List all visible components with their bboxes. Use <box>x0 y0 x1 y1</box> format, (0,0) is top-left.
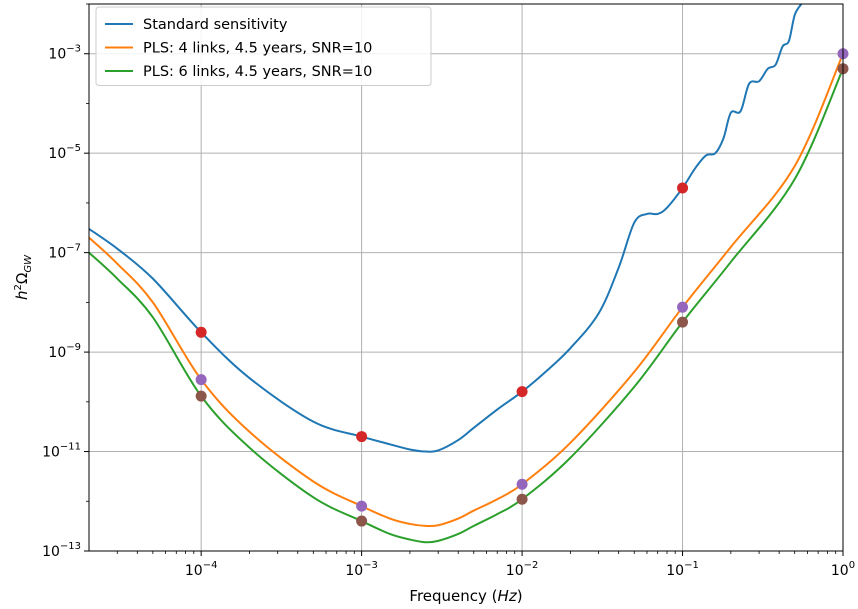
series-line-2 <box>89 68 843 544</box>
standard-sensitivity-points-point <box>516 386 528 398</box>
y-tick-label: 10−5 <box>48 143 81 162</box>
x-axis-label: Frequency (Hz) <box>409 587 522 605</box>
legend-label: Standard sensitivity <box>143 17 288 33</box>
y-tick-label: 10−7 <box>48 243 81 262</box>
legend: Standard sensitivity PLS: 4 links, 4.5 ye… <box>95 6 432 86</box>
y-tick-label: 10−11 <box>42 442 81 461</box>
plot-frame <box>88 3 844 552</box>
marker-layer <box>195 48 849 527</box>
pls-6-links-points-point <box>677 316 689 328</box>
standard-sensitivity-points-point <box>677 182 689 194</box>
pls-4-links-points-point <box>356 500 368 512</box>
y-tick-label: 10−13 <box>42 541 81 560</box>
y-tick-label: 10−9 <box>48 342 81 361</box>
axis-ticks: 10−4 10−3 10−2 10−1 100 10−13 10−11 10−9 10−7 10−… <box>42 3 855 579</box>
standard-sensitivity-points-point <box>195 326 207 338</box>
y-axis-label: h2ΩGW <box>13 254 34 300</box>
x-tick-label: 10−1 <box>666 560 699 579</box>
pls-4-links-points-point <box>195 374 207 386</box>
legend-label: PLS: 4 links, 4.5 years, SNR=10 <box>143 41 372 57</box>
pls-4-links-points-point <box>677 301 689 313</box>
pls-6-links-points-point <box>516 493 528 505</box>
standard-sensitivity-points-point <box>356 431 368 443</box>
legend-box <box>95 6 432 86</box>
pls-6-links-points-point <box>195 390 207 402</box>
x-tick-label: 100 <box>831 560 855 579</box>
series-line-1 <box>89 53 843 528</box>
x-tick-label: 10−4 <box>185 560 218 579</box>
pls-6-links-points-point <box>356 515 368 527</box>
pls-4-links-points-point <box>516 478 528 490</box>
y-tick-label: 10−3 <box>48 44 81 63</box>
x-tick-label: 10−3 <box>345 560 378 579</box>
grid <box>89 4 844 552</box>
x-tick-label: 10−2 <box>506 560 539 579</box>
legend-label: PLS: 6 links, 4.5 years, SNR=10 <box>143 64 372 80</box>
